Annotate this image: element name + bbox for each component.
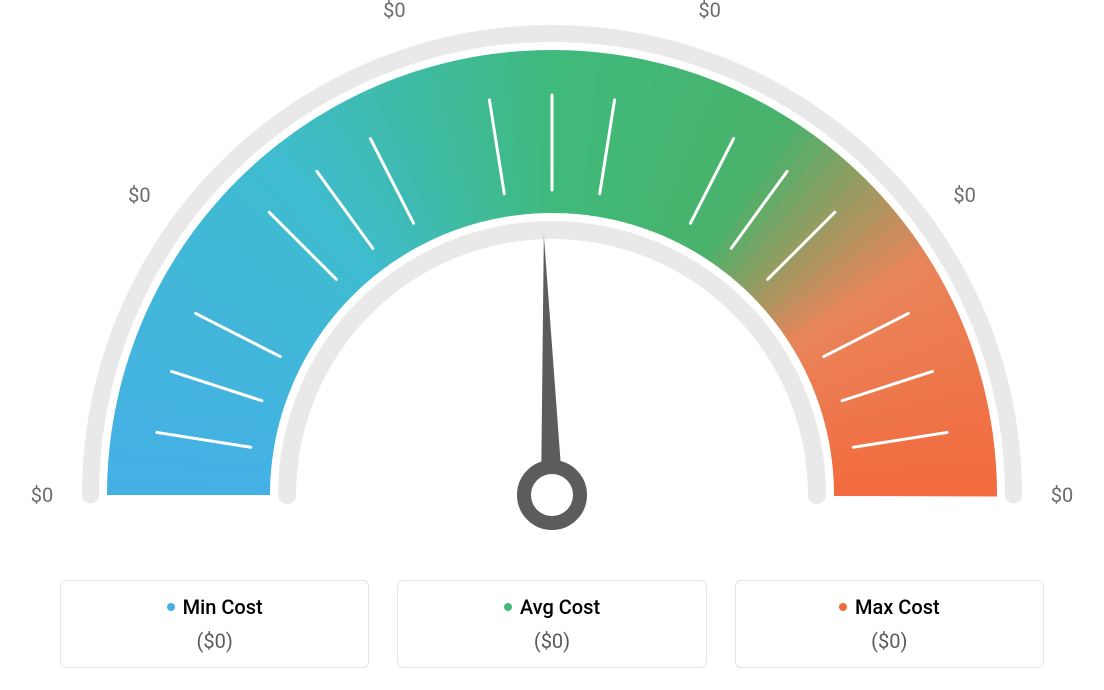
legend-card-max: Max Cost ($0) (735, 580, 1044, 668)
cost-gauge-container: $0 $0 $0 $0 $0 $0 Min Cost ($0) Avg Cost ($0)… (0, 0, 1104, 690)
legend-value-min: ($0) (61, 629, 368, 653)
legend-dot-min (167, 603, 175, 611)
legend-dot-avg (504, 603, 512, 611)
gauge-tick-label: $0 (953, 183, 975, 207)
gauge-tick-label: $0 (383, 0, 405, 22)
legend-label-avg: Avg Cost (520, 595, 600, 619)
legend-label-min: Min Cost (183, 595, 263, 619)
gauge-tick-label: $0 (128, 183, 150, 207)
gauge-chart (0, 0, 1104, 560)
legend-title-max: Max Cost (839, 595, 940, 619)
gauge-tick-label: $0 (698, 0, 720, 22)
legend-value-max: ($0) (736, 629, 1043, 653)
legend-card-avg: Avg Cost ($0) (397, 580, 706, 668)
gauge-area: $0 $0 $0 $0 $0 $0 (0, 0, 1104, 560)
legend-title-min: Min Cost (167, 595, 263, 619)
legend-value-avg: ($0) (398, 629, 705, 653)
gauge-tick-label: $0 (1051, 483, 1073, 507)
legend-row: Min Cost ($0) Avg Cost ($0) Max Cost ($0… (0, 580, 1104, 668)
gauge-tick-label: $0 (31, 483, 53, 507)
legend-title-avg: Avg Cost (504, 595, 600, 619)
legend-label-max: Max Cost (855, 595, 940, 619)
legend-dot-max (839, 603, 847, 611)
legend-card-min: Min Cost ($0) (60, 580, 369, 668)
